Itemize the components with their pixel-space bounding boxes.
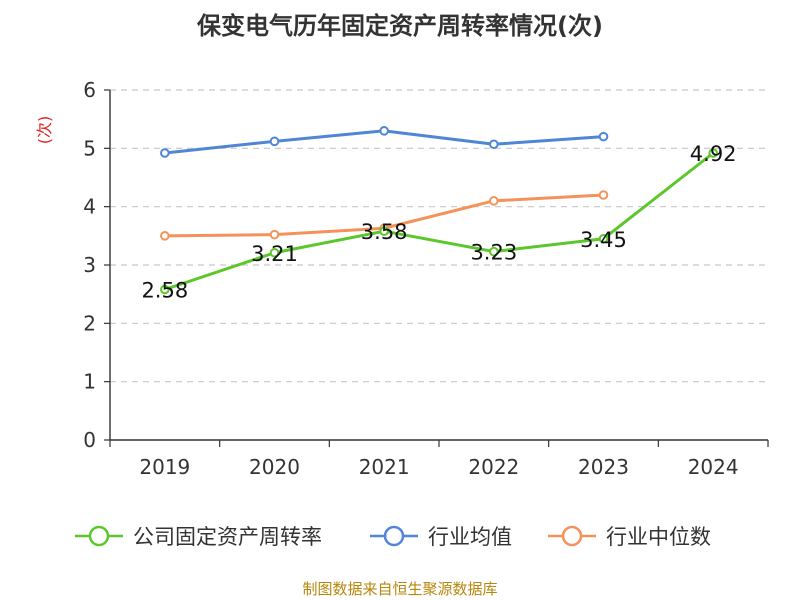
x-tick-label: 2023: [578, 455, 629, 479]
x-tick-label: 2021: [359, 455, 410, 479]
data-labels: 2.58 3.21 3.58 3.23 3.45 4.92: [141, 142, 736, 303]
x-tick-label: 2024: [688, 455, 739, 479]
data-point[interactable]: [269, 136, 280, 147]
data-point[interactable]: [598, 131, 609, 142]
legend-swatch-marker: [383, 525, 405, 547]
data-point[interactable]: [269, 229, 280, 240]
data-label: 2.58: [141, 279, 188, 303]
legend-swatch-marker: [88, 525, 110, 547]
data-label: 4.92: [690, 142, 737, 166]
data-point[interactable]: [489, 139, 499, 150]
y-tick-label: 1: [83, 370, 96, 394]
data-point[interactable]: [379, 126, 389, 136]
x-tick-label: 2022: [468, 455, 519, 479]
data-label: 3.45: [580, 228, 627, 252]
y-tick-label: 0: [83, 428, 96, 452]
series-layer: [160, 126, 718, 295]
legend-label: 行业中位数: [606, 525, 711, 549]
x-tick-label: 2020: [249, 455, 300, 479]
chart-title: 保变电气历年固定资产周转率情况(次): [197, 12, 603, 40]
y-tick-label: 6: [83, 78, 96, 102]
legend-swatch-marker: [561, 525, 583, 547]
data-point[interactable]: [598, 233, 609, 244]
legend-label: 行业均值: [428, 525, 512, 549]
x-tick-label: 2019: [139, 455, 190, 479]
data-point[interactable]: [160, 148, 170, 158]
legend-item[interactable]: 行业均值: [370, 525, 512, 549]
y-tick-label: 3: [83, 253, 96, 277]
data-point[interactable]: [598, 190, 609, 200]
data-point[interactable]: [489, 246, 499, 257]
data-point[interactable]: [379, 226, 389, 236]
data-point[interactable]: [708, 148, 718, 158]
legend[interactable]: 公司固定资产周转率 行业均值 行业中位数: [75, 525, 711, 549]
data-label: 3.58: [361, 220, 408, 244]
axes: 0 1 2 3 4 5 6 (次) 2019 2020 2021 2022 2023 2024: [35, 78, 769, 479]
data-label: 3.23: [470, 241, 517, 265]
source-note: 制图数据来自恒生聚源数据库: [302, 580, 498, 598]
y-tick-label: 2: [83, 311, 96, 335]
legend-label: 公司固定资产周转率: [133, 525, 322, 549]
legend-item[interactable]: 公司固定资产周转率: [75, 525, 322, 549]
y-tick-label: 5: [83, 136, 96, 160]
data-point[interactable]: [160, 231, 170, 241]
data-point[interactable]: [489, 196, 499, 206]
y-tick-label: 4: [83, 195, 96, 219]
data-point[interactable]: [160, 284, 170, 295]
y-axis-label: (次): [35, 116, 54, 145]
data-point[interactable]: [269, 247, 280, 258]
data-label: 3.21: [251, 242, 298, 266]
legend-item[interactable]: 行业中位数: [548, 525, 711, 549]
series-line: [164, 151, 715, 291]
